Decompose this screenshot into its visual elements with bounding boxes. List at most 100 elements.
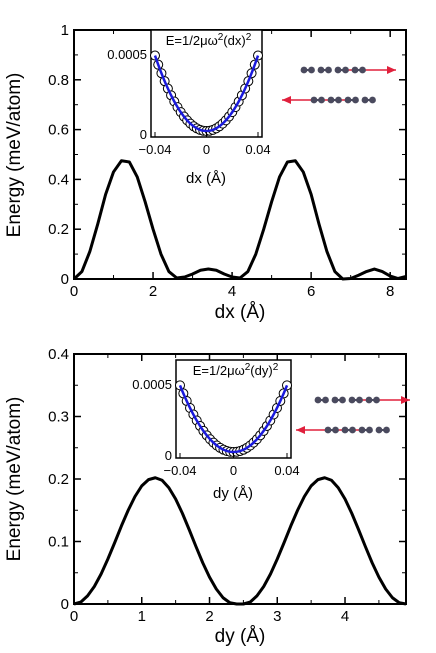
- atom: [369, 96, 376, 104]
- x-tick-label: 4: [341, 608, 349, 625]
- sliding-chains-illustration: [282, 66, 396, 104]
- atom: [327, 96, 335, 104]
- y-tick-label: 0.2: [48, 221, 69, 238]
- atom: [348, 396, 356, 404]
- chart-panel-top: 0 2 4 6 8 0 0.2 0.4 0.6 0.8 1 dx (Å) Energy (meV/ato…: [4, 22, 407, 323]
- atom: [322, 396, 329, 404]
- inset-x-tick-label: −0.04: [164, 463, 197, 478]
- arrow-head-icon: [387, 66, 396, 74]
- arrow-right: [340, 66, 396, 74]
- sliding-chains-illustration: [296, 396, 410, 434]
- atom: [310, 96, 318, 104]
- inset-formula: E=1/2μω2(dx)2: [166, 32, 252, 48]
- atom: [366, 426, 373, 434]
- inset-x-axis-title: dy (Å): [213, 485, 253, 502]
- y-tick-label: 1: [61, 22, 69, 39]
- atom: [356, 396, 363, 404]
- atom: [317, 66, 325, 74]
- inset-x-tick-label: 0: [203, 142, 210, 157]
- arrow-head-icon: [296, 426, 305, 434]
- y-tick-label: 0.4: [48, 346, 69, 363]
- x-axis-title: dx (Å): [215, 302, 266, 323]
- formula-text: (dx): [223, 33, 245, 48]
- energy-curve-line: [72, 159, 407, 281]
- inset-x-tick-label: 0.04: [245, 142, 270, 157]
- arrow-head-icon: [401, 396, 410, 404]
- atom: [339, 396, 346, 404]
- atom: [308, 66, 315, 74]
- inset-y-tick-label: 0: [140, 127, 147, 142]
- atom: [331, 396, 339, 404]
- inset-frame: [150, 29, 263, 138]
- atom: [359, 66, 366, 74]
- y-axis-title: Energy (meV/atom): [4, 397, 25, 562]
- inset-x-tick-label: 0.04: [274, 463, 299, 478]
- x-tick-label: 2: [205, 608, 213, 625]
- inset-x-axis-title: dx (Å): [186, 170, 226, 187]
- formula-text: (dy): [250, 363, 272, 378]
- x-tick-label: 6: [307, 283, 315, 300]
- formula-text: E=1/2μω: [193, 363, 245, 378]
- inset-x-tick-label: 0: [230, 463, 237, 478]
- x-tick-label: 0: [70, 283, 78, 300]
- atom: [373, 396, 380, 404]
- x-axis-title: dy (Å): [215, 626, 266, 647]
- upper-chain: [300, 66, 366, 74]
- lower-chain: [310, 96, 376, 104]
- atom: [341, 426, 349, 434]
- atom: [314, 396, 322, 404]
- formula-superscript: 2: [246, 32, 252, 43]
- y-tick-label: 0.8: [48, 72, 69, 89]
- arrow-head-icon: [282, 96, 291, 104]
- atom: [361, 96, 369, 104]
- y-axis-title: Energy (meV/atom): [4, 73, 25, 238]
- x-tick-label: 8: [386, 283, 394, 300]
- atom: [300, 66, 308, 74]
- atom: [318, 96, 325, 104]
- inset-x-tick-label: −0.04: [139, 142, 172, 157]
- lower-chain: [324, 426, 390, 434]
- inset-y-tick-label: 0: [165, 448, 172, 463]
- atom: [365, 396, 373, 404]
- atom: [349, 426, 356, 434]
- inset-formula: E=1/2μω2(dy)2: [193, 362, 279, 378]
- upper-chain: [314, 396, 380, 404]
- atom: [334, 66, 342, 74]
- x-tick-label: 1: [138, 608, 146, 625]
- atom: [344, 96, 352, 104]
- atom: [324, 426, 332, 434]
- y-tick-label: 0.2: [48, 471, 69, 488]
- atom: [375, 426, 383, 434]
- y-tick-label: 0: [61, 271, 69, 288]
- atom: [358, 426, 366, 434]
- y-tick-label: 0.3: [48, 409, 69, 426]
- chart-panel-bottom: 0 1 2 3 4 0 0.1 0.2 0.3 0.4 dy (Å) Energy (meV/atom…: [4, 346, 410, 647]
- formula-superscript: 2: [245, 362, 251, 373]
- atom: [335, 96, 342, 104]
- atom: [325, 66, 332, 74]
- inset-y-tick-label: 0.0005: [107, 47, 147, 62]
- inset-fit-line: [178, 384, 289, 454]
- y-tick-label: 0.6: [48, 122, 69, 139]
- formula-superscript: 2: [273, 362, 279, 373]
- atom: [352, 96, 359, 104]
- inset-fit-line: [153, 55, 260, 133]
- arrow-right: [354, 396, 410, 404]
- x-tick-label: 2: [149, 283, 157, 300]
- atom: [351, 66, 359, 74]
- x-tick-label: 3: [273, 608, 281, 625]
- y-tick-label: 0.1: [48, 534, 69, 551]
- atom: [332, 426, 339, 434]
- formula-text: E=1/2μω: [166, 33, 218, 48]
- y-tick-label: 0.4: [48, 171, 69, 188]
- atom: [383, 426, 390, 434]
- x-tick-label: 0: [70, 608, 78, 625]
- x-tick-label: 4: [228, 283, 236, 300]
- formula-superscript: 2: [218, 32, 224, 43]
- y-tick-label: 0: [61, 596, 69, 613]
- inset-y-tick-label: 0.0005: [132, 377, 172, 392]
- atom: [342, 66, 349, 74]
